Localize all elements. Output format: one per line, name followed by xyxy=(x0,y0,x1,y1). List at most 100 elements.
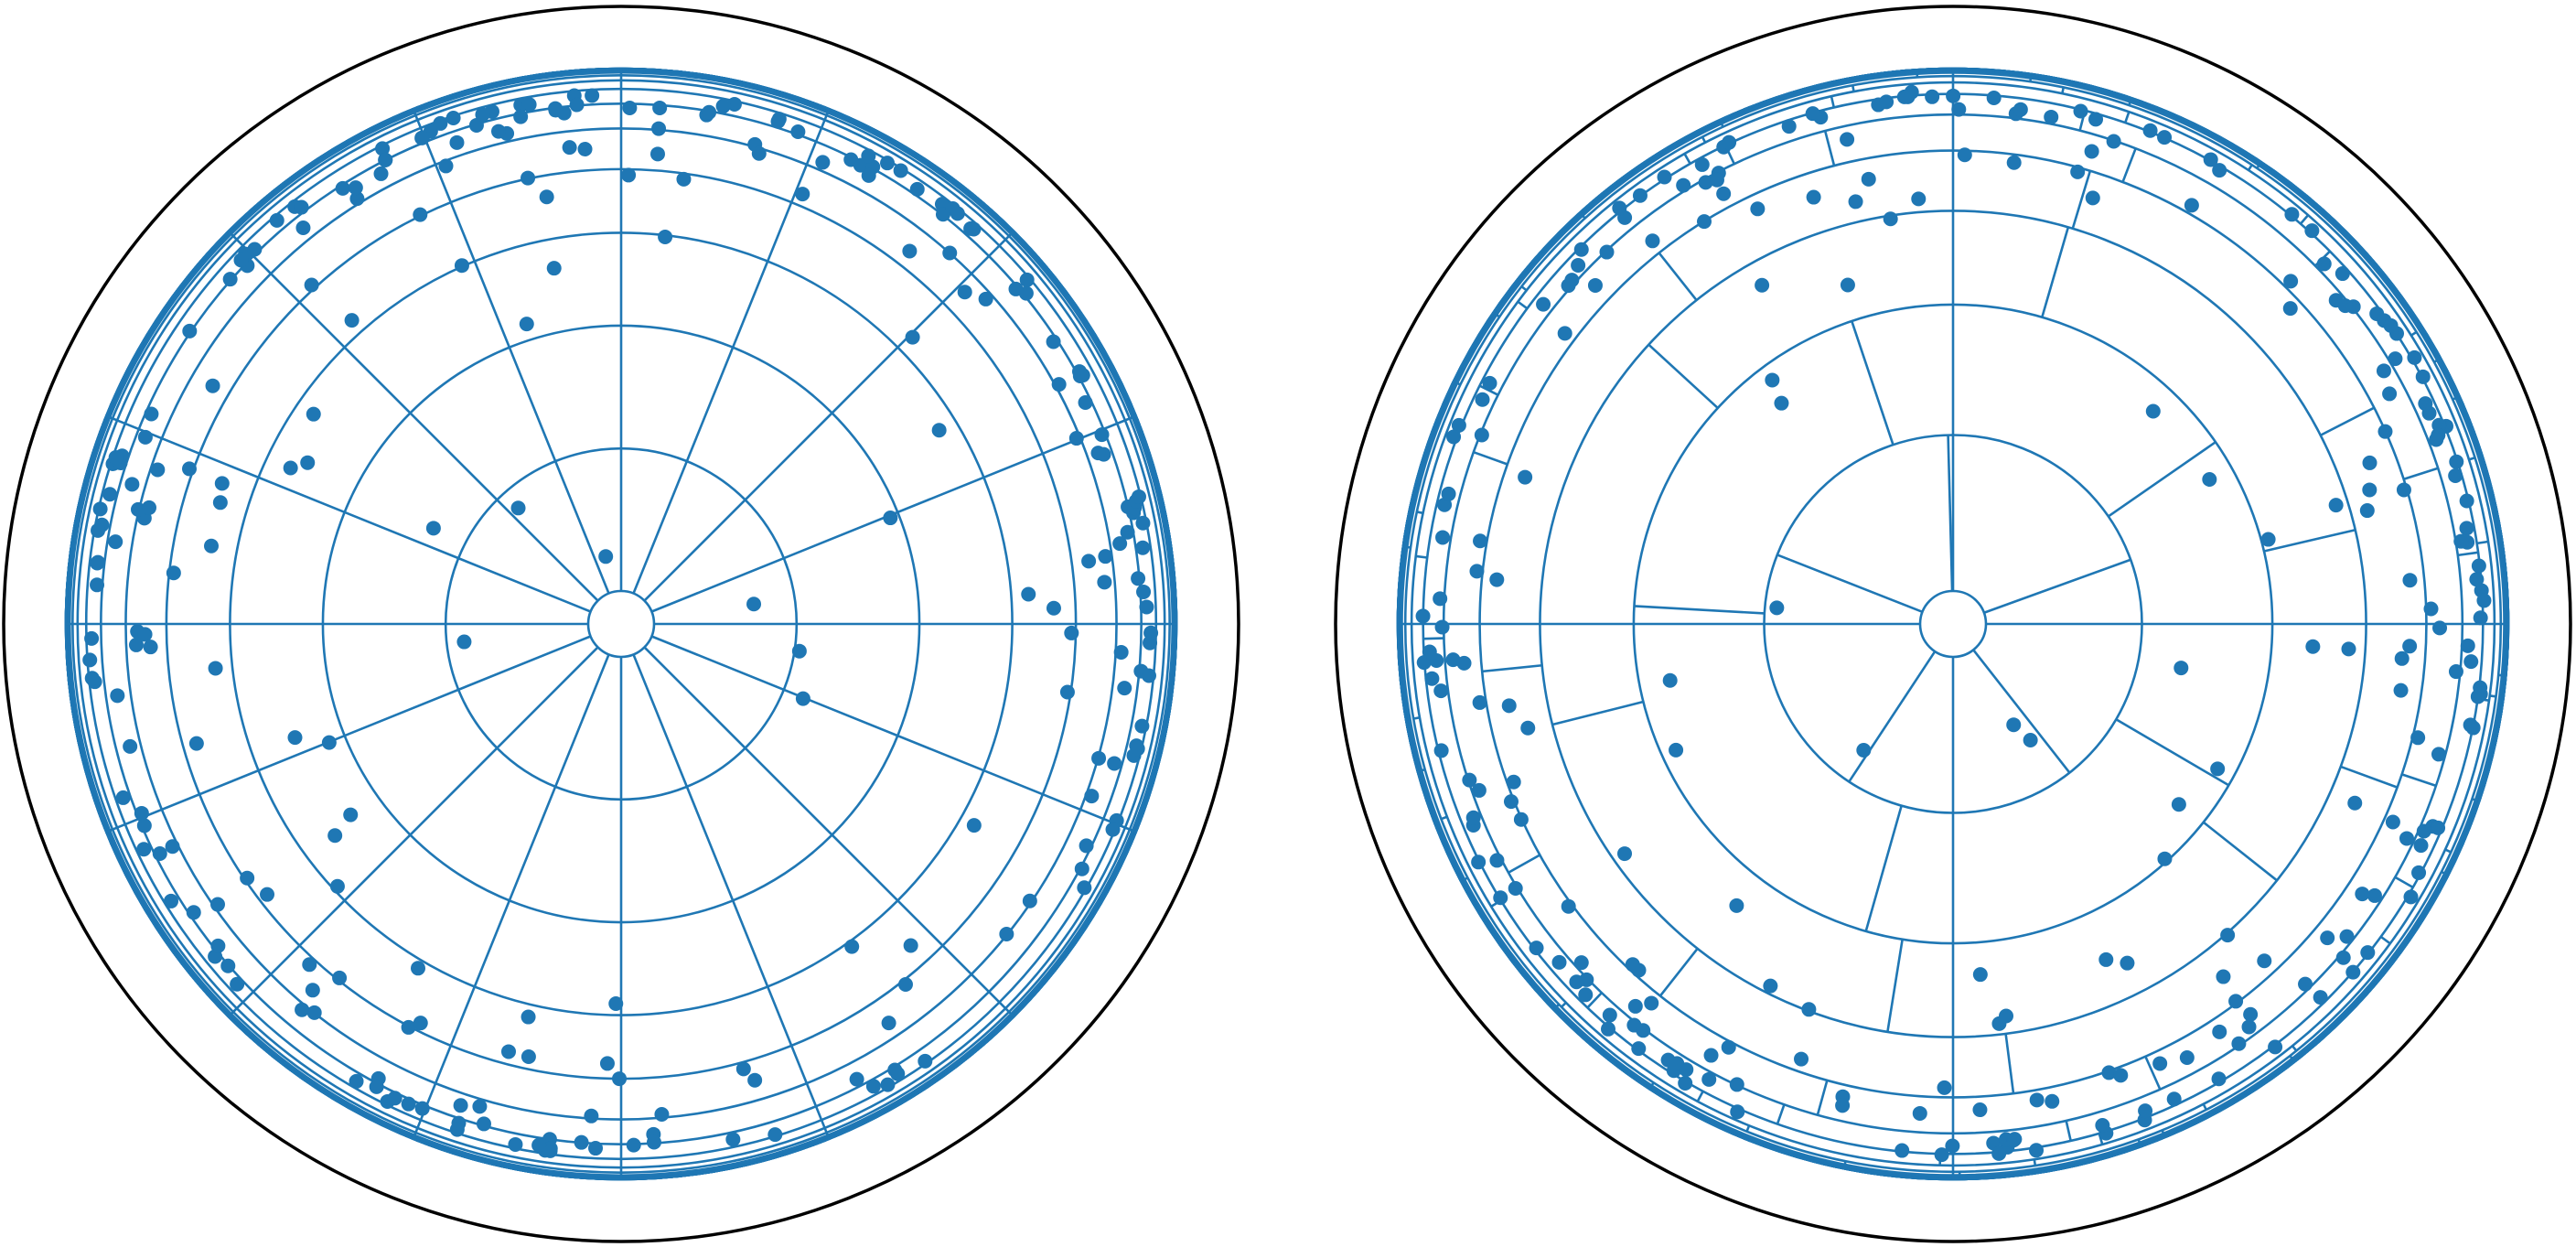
point xyxy=(747,1072,763,1088)
point xyxy=(1957,147,1972,163)
point xyxy=(1946,88,1961,103)
spoke xyxy=(412,653,610,1140)
point xyxy=(861,148,876,164)
point xyxy=(134,805,149,821)
point xyxy=(1781,119,1797,134)
segment xyxy=(1561,1001,1567,1008)
point xyxy=(302,957,317,973)
point xyxy=(2305,639,2321,654)
point xyxy=(373,166,389,181)
point xyxy=(2257,953,2272,969)
spoke xyxy=(227,230,599,602)
point xyxy=(1068,431,1084,446)
point xyxy=(2411,865,2427,880)
point xyxy=(931,423,947,438)
point xyxy=(1112,536,1128,552)
point xyxy=(136,818,152,833)
point xyxy=(585,88,600,103)
point xyxy=(349,191,365,207)
point xyxy=(1493,890,1508,906)
point xyxy=(2268,1039,2283,1055)
point xyxy=(1703,1048,1719,1063)
point xyxy=(136,842,152,857)
point xyxy=(1094,427,1110,443)
point xyxy=(2359,503,2375,519)
point xyxy=(468,117,484,133)
segment xyxy=(2115,718,2229,787)
point xyxy=(2304,223,2320,239)
segment xyxy=(1586,992,1603,1009)
point xyxy=(612,1071,628,1087)
segment xyxy=(1816,1080,1829,1116)
point xyxy=(2095,1117,2110,1133)
segment xyxy=(2121,147,2137,183)
segment xyxy=(2403,467,2439,481)
segment xyxy=(1776,554,1923,614)
point xyxy=(2098,951,2114,967)
point xyxy=(401,1096,416,1112)
point xyxy=(1801,1002,1817,1017)
point xyxy=(577,141,593,156)
point xyxy=(622,100,638,115)
point xyxy=(2070,164,2086,179)
point xyxy=(2241,1019,2257,1035)
point xyxy=(651,121,667,136)
point xyxy=(1636,1023,1651,1038)
segment xyxy=(1491,317,1495,320)
segment xyxy=(1496,314,1500,318)
point xyxy=(1019,272,1035,287)
point xyxy=(608,996,624,1012)
point xyxy=(143,640,158,655)
point xyxy=(880,1077,896,1092)
point xyxy=(222,272,238,287)
point xyxy=(304,277,319,293)
segment xyxy=(1622,1065,1626,1070)
point xyxy=(329,878,345,894)
segment xyxy=(2271,170,2275,174)
segment xyxy=(2325,1030,2329,1034)
point xyxy=(2138,1103,2153,1119)
point xyxy=(82,652,98,668)
point xyxy=(1117,681,1132,696)
point xyxy=(2044,109,2059,124)
point xyxy=(124,477,140,492)
point xyxy=(2415,369,2431,384)
point xyxy=(1709,172,1724,188)
segment xyxy=(1658,252,1698,301)
point xyxy=(240,870,255,886)
point xyxy=(294,199,309,215)
point xyxy=(2339,929,2355,944)
segment xyxy=(2431,348,2434,351)
point xyxy=(1079,838,1094,854)
point xyxy=(584,1108,599,1123)
point xyxy=(1806,189,1821,205)
point xyxy=(1071,364,1087,380)
point xyxy=(652,100,668,115)
point xyxy=(108,450,123,466)
point xyxy=(909,181,925,197)
point xyxy=(1074,861,1089,876)
point xyxy=(2460,638,2475,653)
point xyxy=(880,156,896,171)
point xyxy=(102,487,118,502)
point xyxy=(1578,987,1594,1003)
point xyxy=(348,180,363,196)
point xyxy=(849,1071,864,1087)
point xyxy=(1662,672,1678,688)
point xyxy=(108,534,123,550)
point xyxy=(1482,375,1497,391)
point xyxy=(2418,396,2433,412)
point xyxy=(2212,163,2227,178)
point xyxy=(770,113,786,129)
point xyxy=(626,1137,641,1153)
point xyxy=(2407,349,2422,365)
point xyxy=(188,736,204,751)
point xyxy=(1602,1007,1617,1023)
point xyxy=(1472,694,1487,710)
point xyxy=(726,96,742,112)
segment xyxy=(2408,308,2410,311)
segment xyxy=(2480,782,2484,786)
segment xyxy=(2414,318,2418,322)
point xyxy=(2088,112,2104,127)
point xyxy=(2007,1132,2023,1147)
